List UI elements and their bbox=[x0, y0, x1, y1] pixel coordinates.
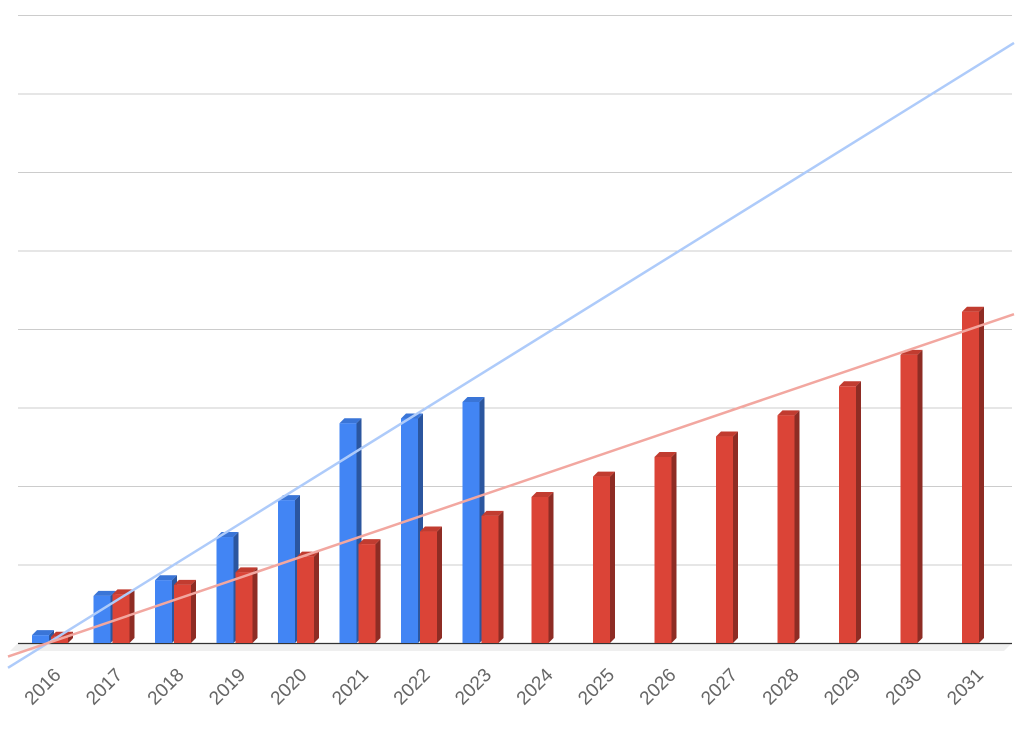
bar bbox=[962, 306, 984, 643]
x-tick-label: 2030 bbox=[882, 665, 927, 710]
bar bbox=[358, 539, 381, 643]
bars bbox=[32, 306, 984, 643]
x-tick-label: 2026 bbox=[636, 665, 681, 710]
bar bbox=[174, 579, 196, 643]
bar bbox=[481, 510, 504, 643]
trendline bbox=[7, 313, 1015, 658]
x-tick-label: 2028 bbox=[759, 665, 804, 710]
x-tick-label: 2027 bbox=[697, 665, 742, 710]
x-axis: 2016 2017 2018 2019 2020 2021 2022 2023 2024 2025… bbox=[21, 664, 988, 709]
bar bbox=[297, 551, 319, 643]
bar bbox=[420, 526, 442, 643]
bar bbox=[401, 413, 423, 643]
bar bbox=[235, 567, 258, 643]
x-tick-label: 2017 bbox=[82, 665, 127, 710]
bar bbox=[216, 532, 239, 643]
x-tick-label: 2025 bbox=[574, 665, 619, 710]
x-tick-label: 2019 bbox=[205, 665, 250, 710]
trendline bbox=[7, 41, 1015, 669]
bar bbox=[93, 590, 116, 643]
x-tick-label: 2020 bbox=[267, 665, 312, 710]
x-tick-label: 2023 bbox=[451, 665, 496, 710]
bar bbox=[900, 349, 923, 643]
bar bbox=[155, 575, 177, 643]
chart-floor bbox=[10, 642, 1012, 651]
bar bbox=[278, 495, 300, 643]
x-tick-label: 2029 bbox=[820, 665, 865, 710]
x-tick-label: 2031 bbox=[943, 665, 988, 710]
bar bbox=[531, 491, 554, 643]
x-tick-label: 2016 bbox=[21, 665, 66, 710]
bar bbox=[462, 397, 485, 643]
x-tick-label: 2021 bbox=[328, 665, 373, 710]
gridlines bbox=[18, 15, 1012, 566]
trendlines bbox=[7, 41, 1015, 669]
floor bbox=[10, 643, 1012, 651]
bar bbox=[839, 381, 861, 643]
bar bbox=[654, 451, 677, 643]
x-tick-label: 2022 bbox=[390, 665, 435, 710]
bar bbox=[716, 431, 738, 643]
x-tick-label: 2018 bbox=[144, 665, 189, 710]
bar bbox=[593, 471, 615, 643]
bar bbox=[339, 418, 362, 643]
x-tick-label: 2024 bbox=[513, 664, 558, 709]
bar bbox=[777, 410, 800, 643]
